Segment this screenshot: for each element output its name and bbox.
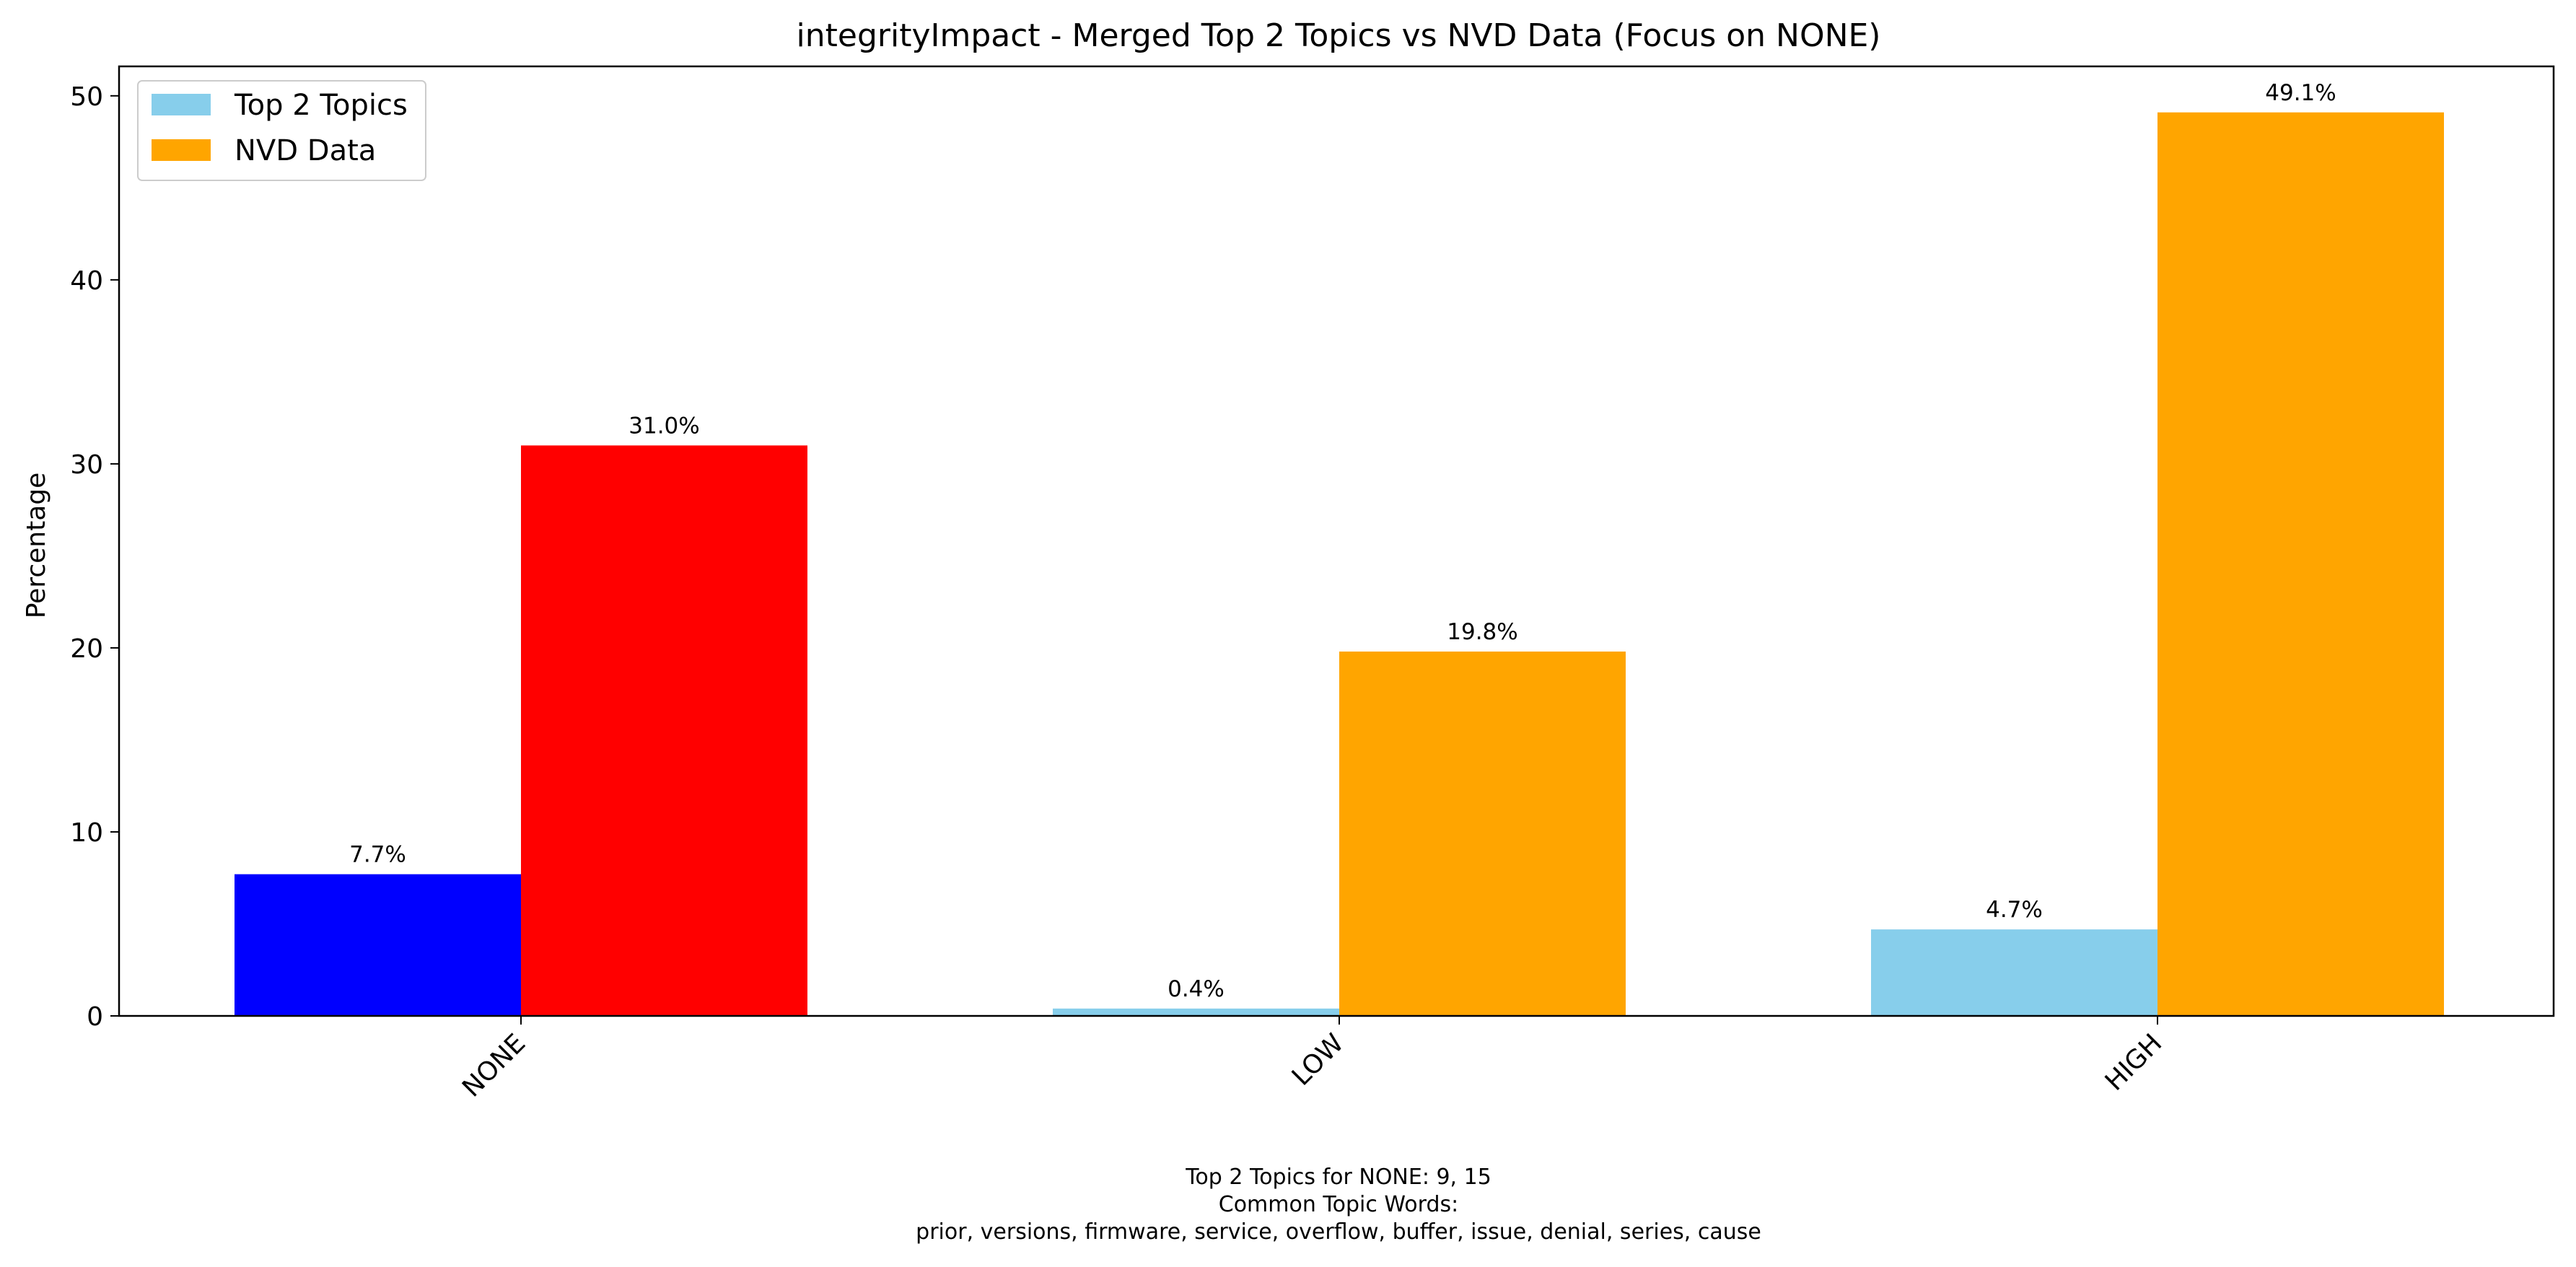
y-tick-label: 10: [70, 818, 103, 848]
value-label: 0.4%: [1167, 976, 1225, 1002]
legend-swatch-top2-topics: [152, 94, 211, 115]
bar-nvd-data-none: [521, 445, 807, 1016]
y-tick-label: 40: [70, 266, 103, 296]
legend: Top 2 Topics NVD Data: [137, 80, 426, 181]
y-tick-label: 30: [70, 450, 103, 480]
legend-swatch-nvd-data: [152, 139, 211, 161]
x-tick-label-none: NONE: [457, 1028, 531, 1102]
caption-line: Common Topic Words:: [1219, 1192, 1459, 1217]
x-tick-label-low: LOW: [1287, 1028, 1349, 1091]
y-tick-label: 50: [70, 82, 103, 112]
x-tick-label-high: HIGH: [2100, 1028, 2168, 1097]
axes-frame: [118, 65, 2555, 1017]
y-tick-label: 20: [70, 634, 103, 664]
y-tick-label: 0: [87, 1002, 103, 1032]
y-axis-label: Percentage: [22, 473, 51, 619]
bar-top2-topics-low: [1053, 1008, 1339, 1016]
value-label: 49.1%: [2265, 80, 2336, 106]
legend-label-nvd-data: NVD Data: [235, 134, 376, 167]
value-label: 19.8%: [1447, 619, 1517, 645]
chart-title: integrityImpact - Merged Top 2 Topics vs…: [797, 17, 1881, 54]
bar-top2-topics-high: [1871, 929, 2157, 1016]
bar-top2-topics-none: [235, 874, 521, 1016]
value-label: 4.7%: [1986, 897, 2043, 923]
bar-nvd-data-low: [1339, 652, 1626, 1016]
legend-label-top2-topics: Top 2 Topics: [234, 89, 408, 122]
value-label: 7.7%: [349, 842, 406, 868]
caption-line: prior, versions, firmware, service, over…: [916, 1219, 1761, 1245]
value-label: 31.0%: [628, 413, 699, 439]
plot-area: 7.7% 0.4% 4.7% 31.0% 19.8% 49.1% 0 10 20 30 40 50 NO…: [70, 65, 2555, 1103]
caption-line: Top 2 Topics for NONE: 9, 15: [1185, 1165, 1491, 1190]
bar-nvd-data-high: [2157, 112, 2444, 1017]
